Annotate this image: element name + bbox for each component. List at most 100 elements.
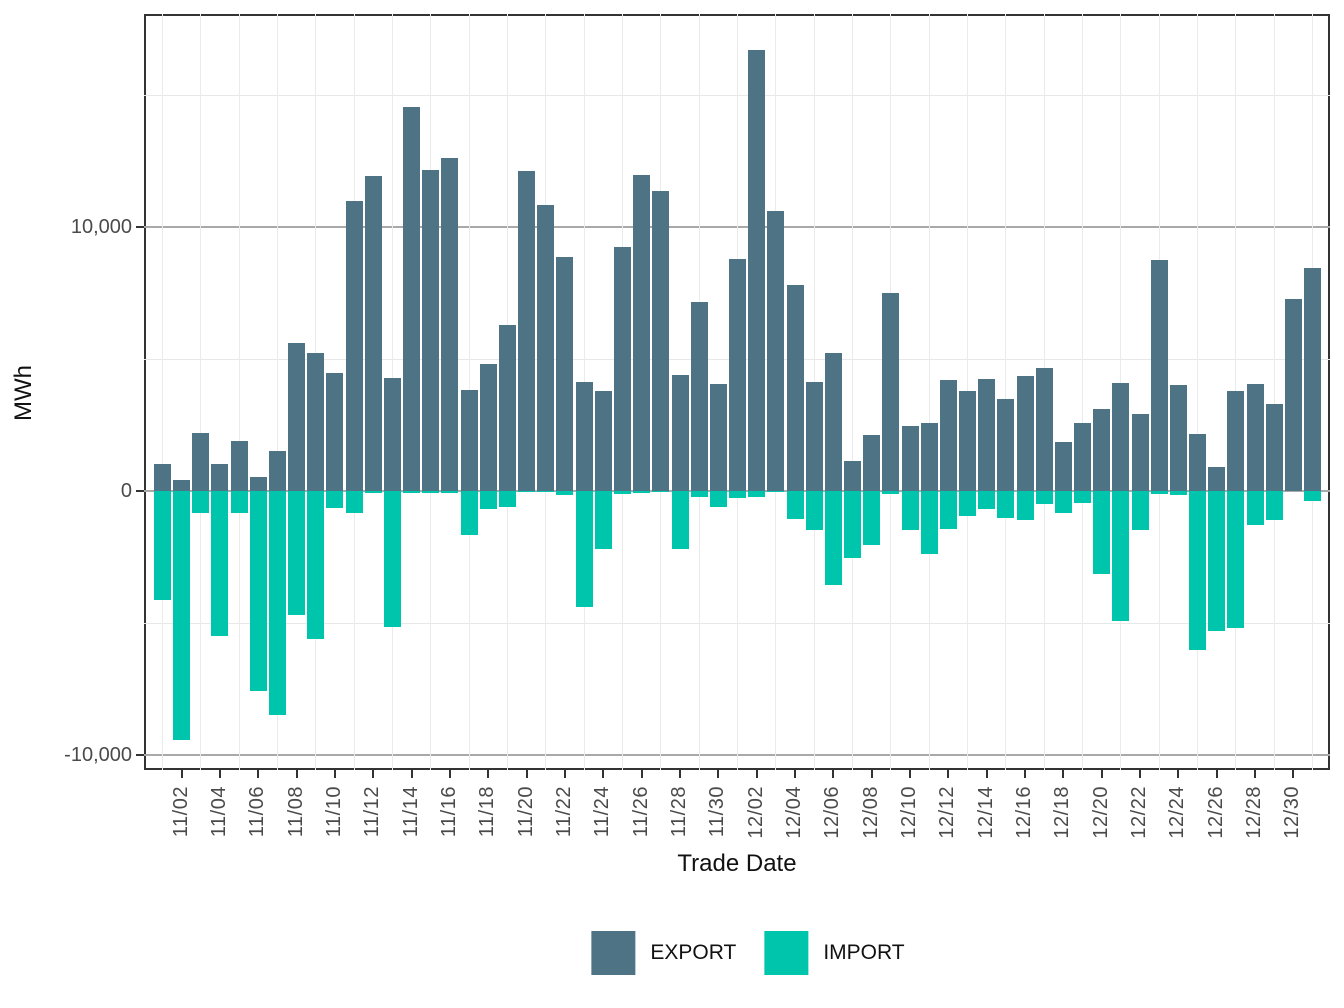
- import-legend-label: IMPORT: [823, 941, 905, 964]
- import-bar: [537, 491, 555, 493]
- export-bar: [192, 432, 210, 491]
- x-axis-tick: [295, 770, 298, 778]
- y-axis-tick: [136, 226, 144, 228]
- export-bar: [633, 175, 651, 491]
- import-bar: [556, 491, 574, 495]
- x-tick-label: 11/12: [361, 786, 384, 838]
- import-bar: [345, 491, 363, 513]
- export-bar: [882, 292, 900, 491]
- import-bar: [422, 491, 440, 494]
- import-bar: [479, 491, 497, 509]
- export-bar: [556, 256, 574, 491]
- export-bar: [1208, 466, 1226, 491]
- x-axis-tick: [909, 770, 912, 778]
- x-axis-tick: [1062, 770, 1065, 778]
- x-axis-tick: [1024, 770, 1027, 778]
- import-bar: [786, 491, 804, 519]
- import-bar: [1093, 491, 1111, 575]
- export-bar: [173, 480, 191, 491]
- import-bar: [1227, 491, 1245, 628]
- export-bar: [786, 284, 804, 491]
- x-tick-label: 12/26: [1204, 786, 1227, 839]
- import-bar: [460, 491, 478, 535]
- y-tick-label: 0: [120, 480, 132, 502]
- import-bar: [614, 491, 631, 494]
- export-bar: [230, 440, 248, 491]
- x-tick-label: 12/18: [1051, 786, 1074, 839]
- x-tick-label: 12/24: [1166, 786, 1189, 839]
- gridline-major: [144, 226, 1330, 228]
- import-bar: [1016, 491, 1034, 520]
- x-axis-tick: [870, 770, 873, 778]
- import-bar: [1054, 491, 1072, 513]
- import-bar: [882, 491, 900, 495]
- export-bar: [345, 201, 363, 491]
- import-bar: [1246, 491, 1264, 525]
- export-bar: [920, 423, 938, 491]
- export-bar: [767, 210, 785, 491]
- import-bar: [652, 491, 670, 492]
- x-tick-label: 12/16: [1013, 786, 1036, 839]
- x-tick-label: 12/04: [783, 786, 806, 839]
- import-bar: [690, 491, 708, 497]
- export-bar: [575, 381, 593, 491]
- plot-panel: [144, 14, 1330, 770]
- import-bar: [920, 491, 938, 555]
- import-bar: [805, 491, 823, 531]
- export-bar: [537, 204, 555, 491]
- export-bar: [959, 391, 977, 491]
- export-bar: [652, 191, 670, 491]
- y-axis-tick: [136, 490, 144, 492]
- x-tick-label: 11/08: [284, 786, 307, 838]
- x-tick-label: 12/06: [821, 786, 844, 839]
- x-tick-label: 11/20: [514, 786, 537, 838]
- export-bar: [422, 170, 440, 491]
- export-bar: [1150, 260, 1168, 491]
- import-bar: [729, 491, 747, 499]
- x-tick-label: 11/16: [437, 786, 460, 838]
- x-axis-tick: [1139, 770, 1142, 778]
- export-bar: [1265, 404, 1283, 491]
- import-bar: [671, 491, 689, 550]
- export-bar: [498, 324, 516, 491]
- import-bar: [383, 491, 401, 627]
- export-bar: [729, 258, 747, 491]
- x-axis-tick: [1100, 770, 1103, 778]
- import-bar: [575, 491, 593, 607]
- x-tick-label: 11/06: [246, 786, 269, 838]
- export-bar: [1304, 268, 1322, 491]
- x-axis-tick: [832, 770, 835, 778]
- import-bar: [441, 491, 459, 494]
- export-bar: [805, 381, 823, 491]
- export-bar: [997, 398, 1015, 491]
- import-bar: [633, 491, 651, 494]
- import-bar: [1208, 491, 1226, 632]
- y-axis-tick: [136, 754, 144, 756]
- export-bar: [690, 302, 708, 491]
- x-tick-label: 12/28: [1243, 786, 1266, 839]
- export-legend-swatch: [591, 931, 636, 975]
- export-bar: [364, 176, 382, 491]
- export-bar: [460, 390, 478, 491]
- x-axis-tick: [985, 770, 988, 778]
- x-tick-label: 11/02: [169, 786, 192, 838]
- import-bar: [173, 491, 191, 741]
- export-bar: [288, 342, 306, 491]
- export-bar: [748, 50, 766, 491]
- import-bar: [901, 491, 919, 530]
- x-axis-tick: [679, 770, 682, 778]
- export-bar: [441, 158, 459, 491]
- legend-item-import: IMPORT: [764, 931, 905, 975]
- import-bar: [594, 491, 612, 549]
- x-axis-tick: [257, 770, 260, 778]
- import-bar: [844, 491, 862, 559]
- export-bar: [403, 106, 421, 491]
- import-bar: [1131, 491, 1149, 530]
- gridline-vertical: [1197, 14, 1199, 770]
- x-axis-tick: [333, 770, 336, 778]
- x-tick-label: 11/04: [207, 786, 230, 838]
- export-bar: [307, 352, 325, 491]
- legend: EXPORT IMPORT: [591, 931, 905, 975]
- x-axis-tick: [1254, 770, 1257, 778]
